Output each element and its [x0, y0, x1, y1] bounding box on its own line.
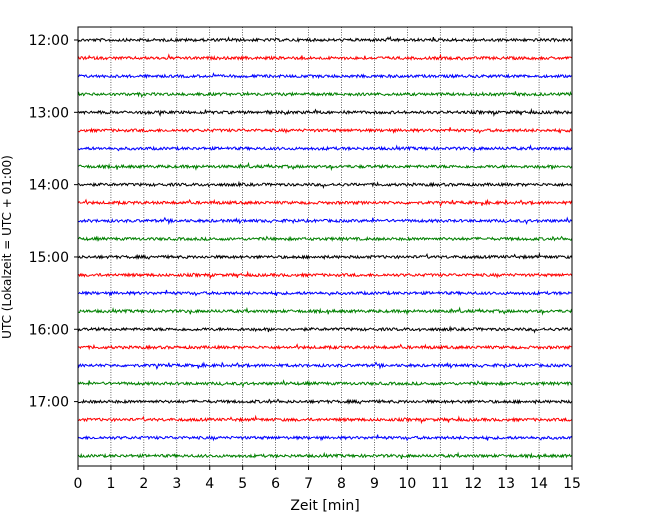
- seismogram-traces: [77, 35, 573, 460]
- x-tick-label: 5: [238, 476, 247, 492]
- seismogram-trace: [77, 434, 573, 442]
- seismogram-trace: [77, 107, 573, 117]
- seismogram-trace: [77, 72, 573, 80]
- seismogram-trace: [77, 414, 573, 425]
- seismogram-trace: [77, 180, 573, 189]
- seismogram-trace: [77, 343, 573, 351]
- x-tick-label: 1: [106, 476, 115, 492]
- seismogram-trace: [77, 53, 573, 62]
- seismogram-trace: [77, 270, 573, 280]
- y-tick-label: 15:00: [29, 250, 69, 266]
- x-tick-label: 7: [304, 476, 313, 492]
- seismogram-trace: [77, 306, 573, 316]
- x-tick-label: 0: [74, 476, 83, 492]
- seismogram-trace: [77, 127, 573, 135]
- y-tick-label: 17:00: [29, 395, 69, 411]
- seismogram-trace: [77, 398, 573, 405]
- seismogram-trace: [77, 35, 573, 43]
- x-tick-label: 6: [271, 476, 280, 492]
- x-tick-label: 12: [464, 476, 482, 492]
- x-axis-label: Zeit [min]: [290, 498, 359, 514]
- seismogram-trace: [77, 198, 573, 208]
- seismogram-trace: [77, 451, 573, 460]
- x-tick-label: 13: [497, 476, 515, 492]
- x-tick-label: 10: [398, 476, 416, 492]
- x-tick-label: 14: [530, 476, 548, 492]
- y-tick-label: 14:00: [29, 178, 69, 194]
- x-gridlines: [110, 27, 540, 466]
- seismogram-trace: [77, 361, 573, 371]
- x-tick-label: 11: [431, 476, 449, 492]
- seismogram-trace: [77, 235, 573, 242]
- seismogram-trace: [77, 379, 573, 388]
- x-tick-label: 15: [563, 476, 581, 492]
- y-tick-label: 13:00: [29, 105, 69, 121]
- seismogram-trace: [77, 144, 573, 152]
- seismogram-trace: [77, 161, 573, 172]
- seismogram-trace: [77, 216, 573, 226]
- x-tick-label: 2: [139, 476, 148, 492]
- y-tick-label: 12:00: [29, 33, 69, 49]
- y-axis-ticks: 12:00 13:00 14:00 15:00 16:00 17:00: [29, 33, 78, 411]
- seismogram-trace: [77, 251, 573, 261]
- x-axis-ticks: 0 1 2 3 4 5 6 7 8 9 10 11 12 13 14 15: [74, 466, 581, 492]
- seismogram-trace: [77, 325, 573, 334]
- x-tick-label: 3: [172, 476, 181, 492]
- y-axis-label: UTC (Lokalzeit = UTC + 01:00): [0, 155, 14, 339]
- seismogram-trace: [77, 90, 573, 98]
- plot-frame: [77, 26, 573, 467]
- seismogram-trace: [77, 289, 573, 297]
- x-tick-label: 4: [205, 476, 214, 492]
- x-tick-label: 9: [370, 476, 379, 492]
- x-tick-label: 8: [337, 476, 346, 492]
- y-tick-label: 16:00: [29, 322, 69, 338]
